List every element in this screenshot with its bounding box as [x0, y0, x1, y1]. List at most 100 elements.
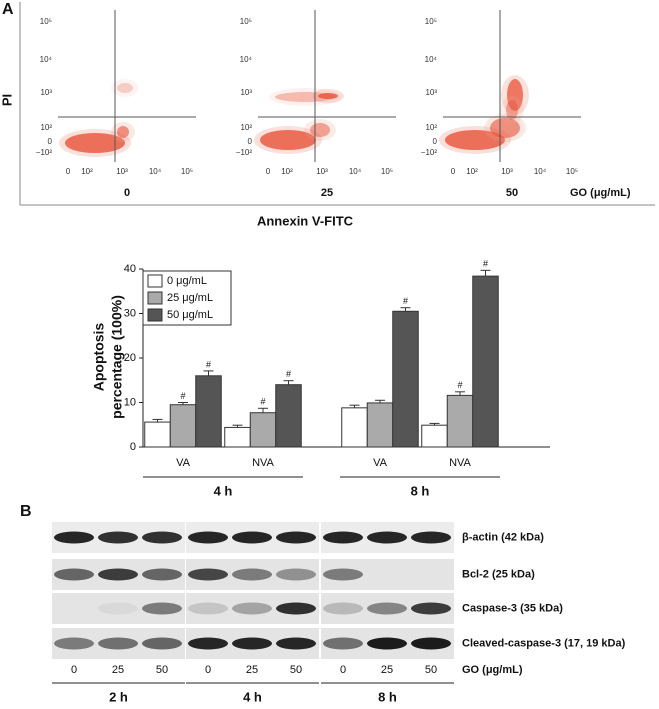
x-tick-label: 10³: [116, 167, 128, 176]
lane-label: 0: [71, 664, 77, 676]
y-tick-label: 10³: [40, 88, 52, 97]
x-tick-label: 10²: [81, 167, 93, 176]
blot-band: [367, 637, 407, 650]
x-tick-label: VA: [373, 457, 388, 469]
y-tick-label: 10⁴: [240, 55, 253, 64]
blot-band: [188, 568, 228, 581]
x-tick-label: NVA: [252, 457, 274, 469]
lane-label: 50: [290, 664, 302, 676]
x-tick-label: 10⁵: [566, 167, 578, 176]
y-tick-label: −10²: [36, 148, 53, 157]
y-tick-label: 10²: [40, 123, 52, 132]
cell-cloud: [445, 130, 505, 150]
bar: [341, 407, 368, 448]
y-tick-label: −10²: [421, 148, 438, 157]
row-label: Bcl-2 (25 kDa): [462, 568, 535, 580]
blot-band: [367, 602, 407, 615]
panel-label: A: [2, 1, 14, 18]
significance-mark: #: [260, 397, 265, 407]
x-tick-label: 10³: [316, 167, 328, 176]
y-tick-label: 20: [124, 352, 136, 364]
blot-band: [54, 531, 94, 544]
y-tick-label: 10³: [425, 88, 437, 97]
y-tick-label: 0: [248, 137, 253, 146]
x-tick-label: 10²: [281, 167, 293, 176]
x-tick-label: 10⁵: [381, 167, 393, 176]
x-tick-label: 10³: [501, 167, 513, 176]
blot-band: [98, 602, 138, 615]
y-tick-label: 0: [433, 137, 438, 146]
legend-swatch: [147, 291, 163, 305]
lane-label: 50: [425, 664, 437, 676]
group-label: 4 h: [214, 483, 233, 498]
x-tick-label: 10⁴: [534, 167, 547, 176]
blot-band: [54, 568, 94, 581]
x-tick-label: VA: [176, 457, 191, 469]
blot-band: [323, 531, 363, 544]
lane-label: 50: [156, 664, 168, 676]
bar: [144, 421, 171, 448]
blot-band: [367, 531, 407, 544]
y-tick-label: 10: [124, 396, 136, 408]
lane-label: 25: [381, 664, 393, 676]
blot-band: [276, 568, 316, 581]
unit-label: GO (μg/mL): [570, 187, 631, 199]
significance-mark: #: [286, 369, 291, 379]
x-tick-label: 10²: [466, 167, 478, 176]
row-label: β-actin (42 kDa): [462, 531, 544, 543]
bar: [249, 412, 277, 448]
legend-label: 25 μg/mL: [167, 292, 213, 304]
significance-mark: #: [457, 380, 462, 390]
blot-band: [188, 637, 228, 650]
blot-band: [142, 568, 182, 581]
y-tick-label: 10⁵: [40, 17, 52, 26]
cell-cloud: [490, 118, 520, 138]
y-tick-label: 10²: [240, 123, 252, 132]
y-tick-label: 10⁵: [240, 17, 252, 26]
blot-band: [232, 602, 272, 615]
blot-band: [323, 637, 363, 650]
timepoint-label: 4 h: [243, 689, 262, 704]
blot-band: [323, 602, 363, 615]
x-tick-label: 0: [266, 167, 271, 176]
blot-band: [142, 602, 182, 615]
bar: [169, 404, 197, 448]
legend-label: 50 μg/mL: [167, 309, 213, 321]
concentration-label: 0: [124, 187, 130, 199]
cell-cloud: [310, 123, 330, 137]
x-tick-label: NVA: [449, 457, 471, 469]
y-tick-label: 10⁴: [425, 55, 438, 64]
blot-band: [98, 637, 138, 650]
significance-mark: #: [483, 259, 488, 269]
blot-band: [276, 637, 316, 650]
blot-band: [142, 531, 182, 544]
lane-label: 25: [246, 664, 258, 676]
cell-cloud: [111, 79, 139, 97]
x-axis-label: Annexin V-FITC: [257, 213, 354, 228]
blot-band: [276, 602, 316, 615]
lane-label: 0: [205, 664, 211, 676]
panel-label: B: [20, 503, 32, 520]
blot-band: [188, 531, 228, 544]
blot-band: [411, 602, 451, 615]
lane-label: 25: [112, 664, 124, 676]
blot-band: [232, 531, 272, 544]
blot-band: [98, 531, 138, 544]
bar: [366, 402, 394, 448]
y-tick-label: 0: [48, 137, 53, 146]
x-tick-label: 0: [451, 167, 456, 176]
bar: [224, 426, 251, 448]
x-tick-label: 10⁴: [349, 167, 362, 176]
y-axis-label: percentage (100%): [109, 295, 125, 419]
y-tick-label: −10²: [236, 148, 253, 157]
cell-cloud: [65, 133, 125, 153]
y-axis-label: PI: [0, 94, 14, 106]
bar: [275, 384, 302, 448]
y-tick-label: 30: [124, 307, 136, 319]
x-tick-label: 0: [66, 167, 71, 176]
blot-band: [142, 637, 182, 650]
y-tick-label: 10⁴: [40, 55, 53, 64]
bar: [472, 275, 499, 448]
cell-cloud: [117, 126, 129, 138]
